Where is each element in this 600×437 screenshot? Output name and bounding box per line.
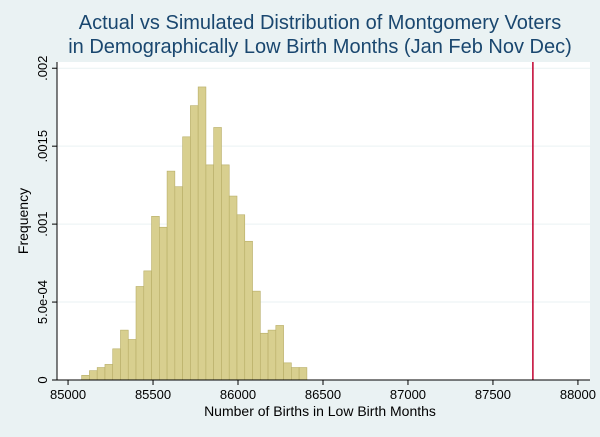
x-tick-label: 86500 [305,387,341,402]
bar [182,136,191,381]
bar [267,329,277,381]
bar [283,362,292,381]
bar [275,325,284,381]
bar [190,105,199,381]
x-tick-label: 87500 [475,387,511,402]
bar [291,367,300,381]
bar [213,127,222,381]
bar [166,170,176,381]
bar [298,367,308,381]
bar [252,290,261,381]
y-tick-label: 5.0e-04 [35,280,50,324]
bar [236,214,246,381]
bar [96,367,106,381]
bar [244,240,253,381]
bar [127,339,137,381]
y-tick-label: .0015 [35,130,50,163]
y-axis-label: Frequency [15,188,31,254]
x-tick-label: 87000 [390,387,426,402]
bar [221,164,230,381]
chart-title: Actual vs Simulated Distribution of Mont… [79,12,561,34]
bar [112,348,121,381]
bar [228,195,238,381]
y-tick-label: .001 [35,211,50,236]
x-tick-label: 86000 [220,387,256,402]
bar [197,86,207,381]
bar [151,216,160,381]
bar [159,226,168,381]
bar [89,370,98,381]
bar [104,364,114,381]
x-tick-label: 85000 [50,387,86,402]
x-axis-label: Number of Births in Low Birth Months [204,403,436,419]
x-tick-label: 88000 [560,387,596,402]
bar [205,164,214,381]
bar [120,329,129,381]
bar [135,286,145,381]
y-tick-label: .002 [35,56,50,81]
x-tick-label: 85500 [135,387,171,402]
bar [143,270,152,381]
chart-title: in Demographically Low Birth Months (Jan… [68,36,572,58]
bar [259,332,269,381]
bar [81,375,90,381]
y-tick-label: 0 [35,376,50,383]
bar [174,186,183,381]
